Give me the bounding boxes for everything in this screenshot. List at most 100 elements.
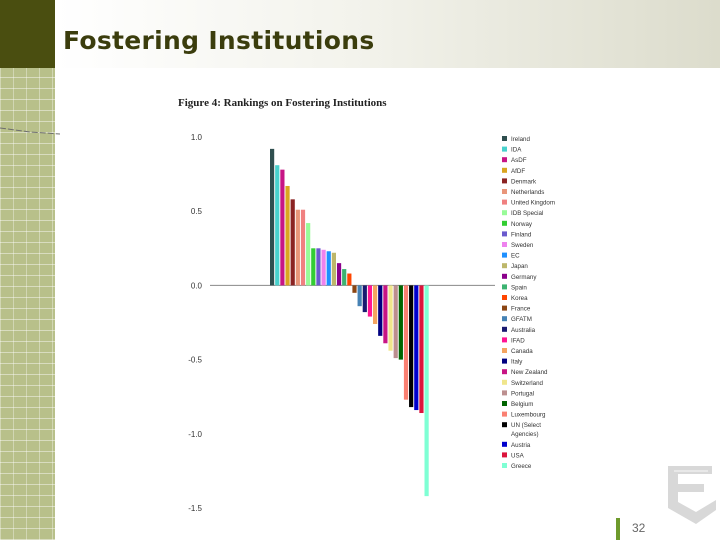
legend-swatch <box>502 146 507 152</box>
legend-label: Netherlands <box>511 189 544 196</box>
bar-japan <box>331 252 336 286</box>
legend-label: United Kingdom <box>511 200 555 207</box>
page-number: 32 <box>632 521 646 535</box>
legend-label: EC <box>511 253 520 260</box>
bar-usa <box>419 285 424 414</box>
legend-swatch <box>502 390 507 396</box>
decorative-line <box>0 127 60 135</box>
legend-label: Belgium <box>511 401 533 408</box>
bar-canada <box>373 285 378 324</box>
legend-swatch <box>502 167 507 173</box>
legend-swatch <box>502 263 507 269</box>
bar-idb-special <box>306 223 311 286</box>
legend-swatch <box>502 136 507 141</box>
sidebar-decoration <box>0 0 55 540</box>
legend-swatch <box>502 252 507 258</box>
legend-label: UN (Select <box>511 422 541 429</box>
sidebar-dark-block <box>0 0 55 68</box>
legend-label: AfDF <box>511 168 525 175</box>
legend-label: Portugal <box>511 390 534 397</box>
bar-france <box>352 285 357 293</box>
bar-asdf <box>280 169 285 286</box>
legend-label: AsDF <box>511 157 527 164</box>
legend-label: Denmark <box>511 178 537 185</box>
bar-netherlands <box>295 209 300 286</box>
legend-swatch <box>502 401 507 406</box>
legend-swatch <box>502 295 507 300</box>
legend-label: GFATM <box>511 316 532 323</box>
legend-swatch <box>502 231 507 237</box>
legend: Ireland IDA AsDF AfDF Denmark Netherlands Unit… <box>502 136 555 470</box>
legend-swatch <box>502 326 507 332</box>
page-number-bar <box>616 518 620 540</box>
bar-norway <box>311 248 316 286</box>
legend-swatch <box>502 199 507 205</box>
legend-swatch <box>502 178 507 184</box>
y-tick-label: -1.5 <box>188 504 202 513</box>
legend-swatch <box>502 358 507 364</box>
y-axis: 1.0 0.5 0.0 -0.5 -1.0 -1.5 <box>188 133 495 513</box>
legend-label: USA <box>511 452 525 459</box>
legend-swatch <box>502 348 507 353</box>
legend-swatch <box>502 379 507 385</box>
legend-swatch <box>502 422 507 428</box>
bar-united-kingdom <box>300 209 306 286</box>
bar-greece <box>424 285 429 497</box>
bars <box>270 148 429 497</box>
bar-finland <box>316 248 321 286</box>
legend-label: Spain <box>511 284 527 291</box>
chart-title: Figure 4: Rankings on Fostering Institut… <box>178 97 387 109</box>
slide-title: Fostering Institutions <box>63 26 375 55</box>
header-bar <box>55 0 720 68</box>
bar-denmark <box>290 199 295 286</box>
legend-label: Switzerland <box>511 380 544 387</box>
legend-label: Norway <box>511 221 533 228</box>
legend-label: Italy <box>511 359 523 366</box>
bar-gfatm <box>357 285 362 307</box>
legend-swatch <box>502 463 507 468</box>
bar-germany <box>336 263 342 286</box>
legend-label: Agencies) <box>511 431 539 438</box>
bar-ida <box>275 165 280 286</box>
bar-switzerland <box>388 285 393 351</box>
legend-swatch <box>502 411 507 417</box>
legend-label: Korea <box>511 295 528 302</box>
legend-swatch <box>502 284 507 290</box>
legend-swatch <box>502 316 507 322</box>
bar-afdf <box>285 185 290 286</box>
legend-label: Canada <box>511 348 533 355</box>
legend-label: Germany <box>511 274 537 281</box>
bar-australia <box>362 285 367 313</box>
legend-swatch <box>502 273 507 279</box>
legend-swatch <box>502 452 507 458</box>
bar-spain <box>342 269 347 286</box>
legend-label: IFAD <box>511 337 525 344</box>
legend-swatch <box>502 157 507 163</box>
legend-label: Finland <box>511 231 532 238</box>
legend-label: Australia <box>511 327 536 334</box>
legend-swatch <box>502 305 507 311</box>
legend-label: Greece <box>511 463 532 470</box>
bar-luxembourg <box>403 285 409 400</box>
bar-chart: Figure 4: Rankings on Fostering Institut… <box>178 97 555 513</box>
legend-label: Japan <box>511 263 528 270</box>
bar-portugal <box>393 285 398 359</box>
bar-ec <box>326 251 331 286</box>
bar-ireland <box>270 148 275 286</box>
legend-label: Luxembourg <box>511 412 546 419</box>
bar-belgium <box>398 285 403 360</box>
bar-sweden <box>321 249 326 286</box>
bar-un-select-agencies <box>409 285 414 408</box>
y-tick-label: -0.5 <box>188 356 202 365</box>
y-tick-label: 0.5 <box>191 207 203 216</box>
legend-swatch <box>502 369 507 375</box>
bar-austria <box>414 285 419 411</box>
legend-label: France <box>511 306 531 313</box>
legend-label: Sweden <box>511 242 534 249</box>
legend-label: IDA <box>511 147 522 154</box>
legend-label: IDB Special <box>511 210 543 217</box>
bar-ifad <box>367 285 373 317</box>
bar-italy <box>378 285 383 336</box>
legend-swatch <box>502 210 507 216</box>
bar-korea <box>347 273 352 286</box>
